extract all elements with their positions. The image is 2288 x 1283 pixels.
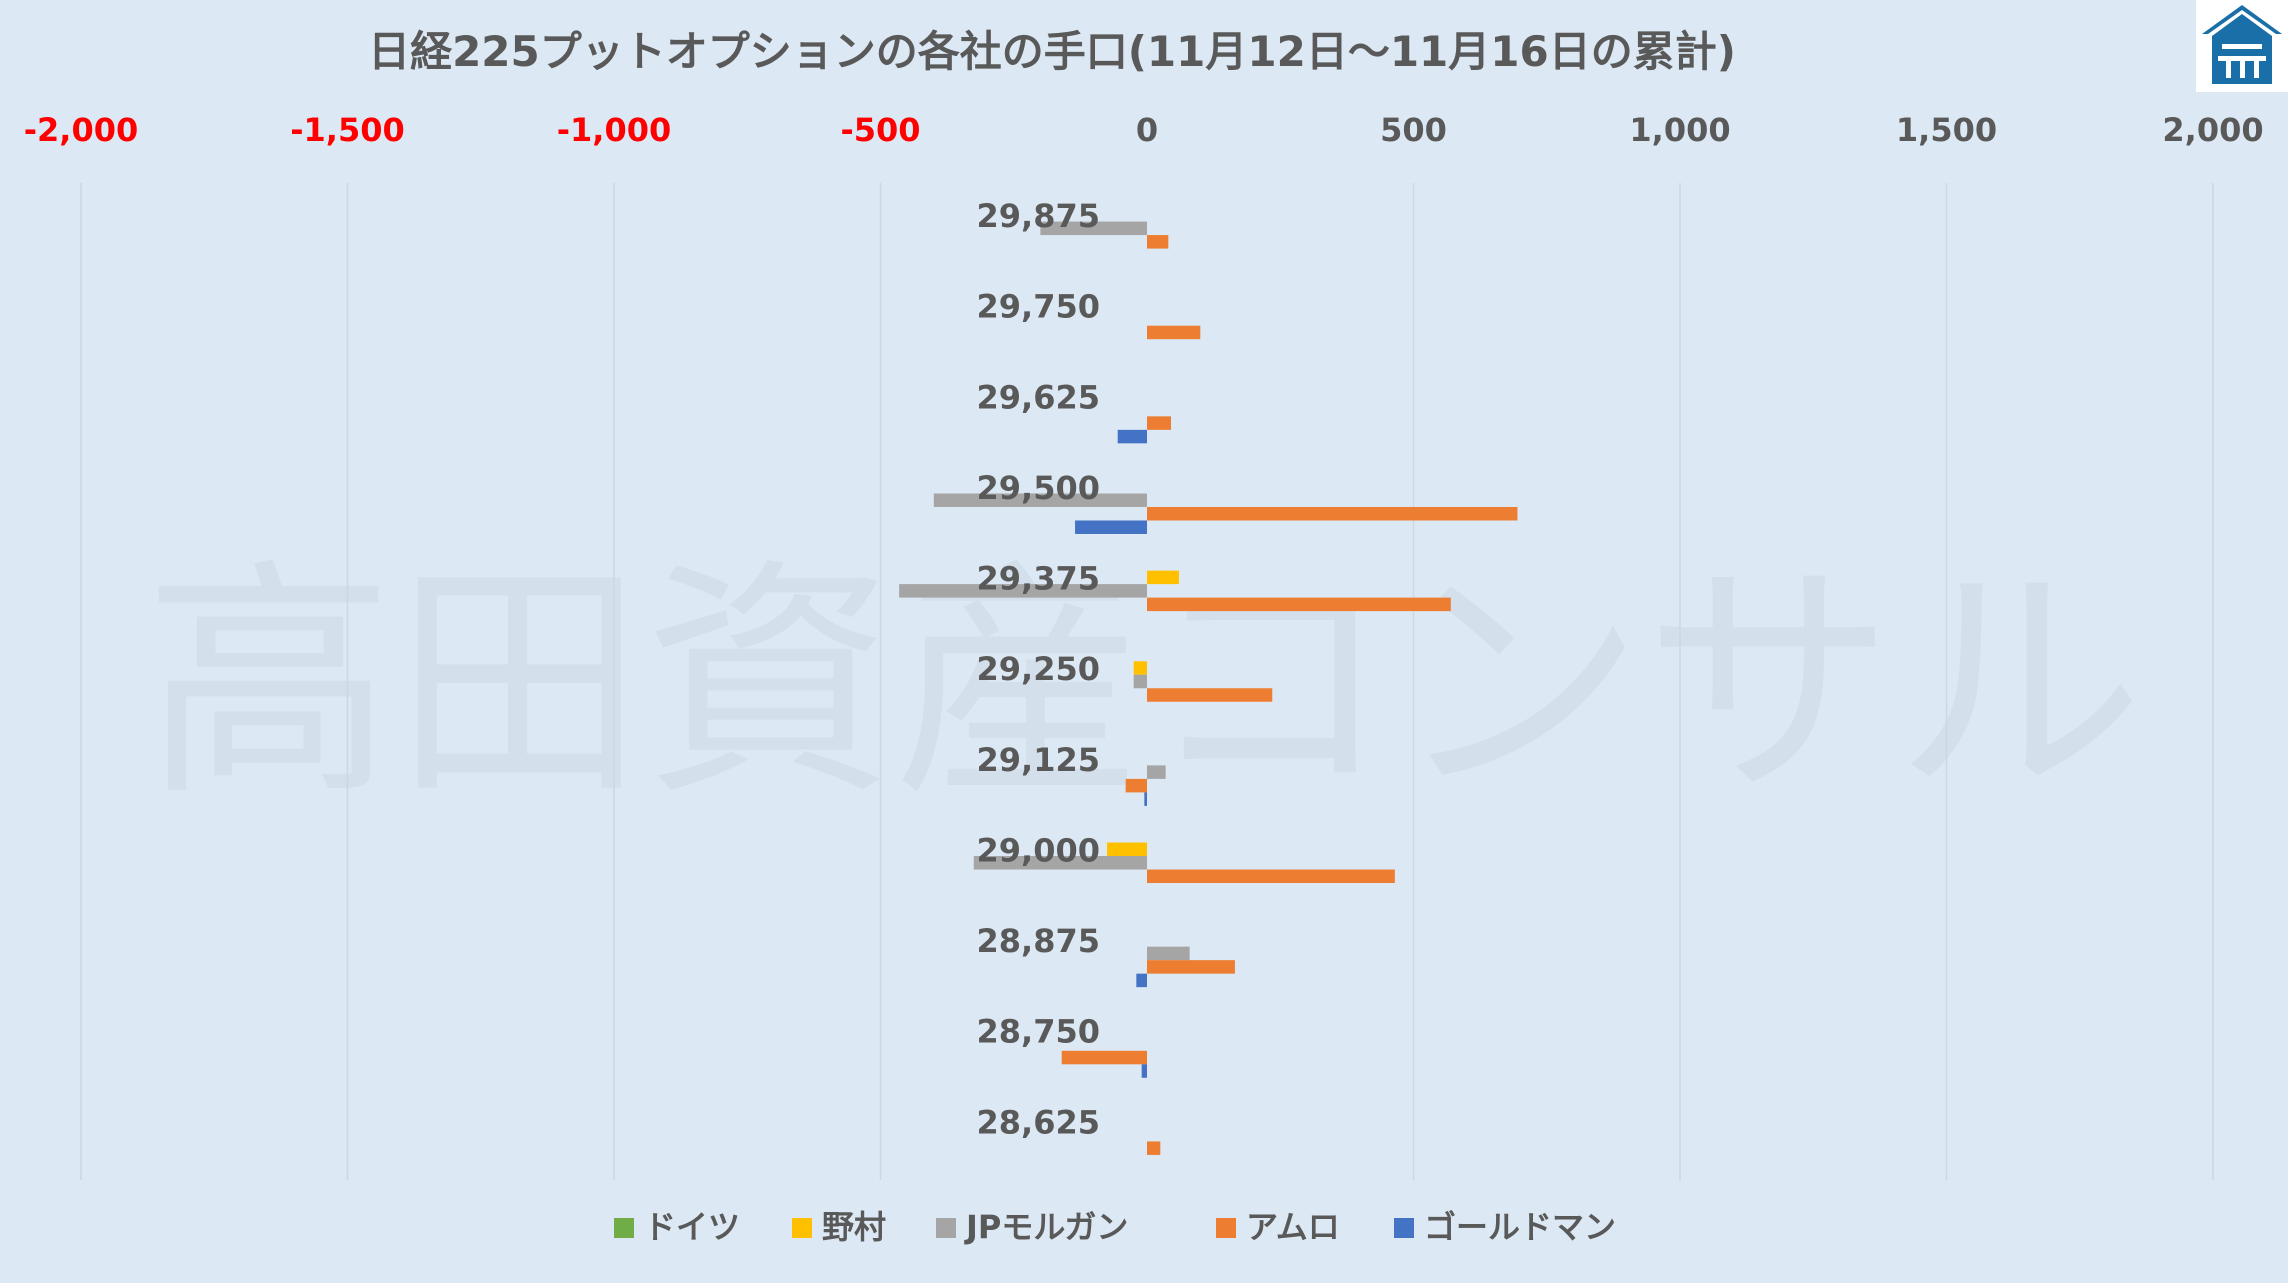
bar — [1147, 597, 1451, 612]
x-tick-label: -2,000 — [24, 111, 139, 149]
bar — [1125, 778, 1147, 793]
legend-label: ゴールドマン — [1424, 1208, 1616, 1246]
bar — [1147, 506, 1518, 521]
legend-swatch — [936, 1218, 956, 1238]
bar — [1061, 1050, 1147, 1065]
bar — [1147, 869, 1395, 884]
category-label: 29,500 — [977, 469, 1100, 507]
x-tick-label: -1,500 — [290, 111, 405, 149]
bar — [1147, 325, 1201, 340]
legend-swatch — [614, 1218, 634, 1238]
category-label: 29,125 — [977, 741, 1100, 779]
company-logo-icon — [2196, 0, 2288, 92]
x-tick-label: -500 — [840, 111, 920, 149]
category-label: 28,875 — [977, 922, 1100, 960]
bar — [1144, 792, 1147, 806]
x-tick-label: 1,500 — [1896, 111, 1997, 149]
bar — [1147, 946, 1190, 961]
category-label: 29,875 — [977, 197, 1100, 235]
category-label: 29,000 — [977, 831, 1100, 869]
category-label: 29,625 — [977, 378, 1100, 416]
bar — [1147, 1141, 1161, 1155]
bar — [1133, 661, 1147, 675]
category-label: 29,375 — [977, 560, 1100, 598]
bar — [933, 493, 1147, 507]
chart-title: 日経225プットオプションの各社の手口(11月12日～11月16日の累計) — [368, 27, 1736, 76]
category-label: 29,250 — [977, 650, 1100, 688]
category-label: 29,750 — [977, 288, 1100, 326]
legend-swatch — [1394, 1218, 1414, 1238]
x-tick-label: 1,000 — [1629, 111, 1730, 149]
bar — [1147, 416, 1171, 430]
bar — [1117, 429, 1147, 444]
x-tick-label: 500 — [1380, 111, 1447, 149]
bar — [1147, 570, 1179, 585]
legend-label: アムロ — [1246, 1208, 1340, 1246]
bar — [1075, 520, 1147, 534]
bar — [1136, 973, 1147, 988]
category-label: 28,625 — [977, 1103, 1100, 1141]
bar — [1147, 688, 1273, 702]
legend-label: 野村 — [822, 1208, 886, 1246]
bar — [1141, 1064, 1147, 1078]
category-label: 28,750 — [977, 1013, 1100, 1051]
legend-swatch — [1216, 1218, 1236, 1238]
x-tick-label: 0 — [1136, 111, 1158, 149]
bar — [1147, 960, 1235, 974]
bar — [1147, 765, 1166, 779]
bar — [1107, 842, 1147, 857]
legend-label: JPモルガン — [964, 1208, 1128, 1246]
bar — [899, 584, 1147, 598]
x-tick-label: 2,000 — [2162, 111, 2263, 149]
x-tick-label: -1,000 — [557, 111, 672, 149]
bar — [1133, 674, 1147, 689]
bar — [1147, 235, 1169, 249]
legend-swatch — [792, 1218, 812, 1238]
bar — [1040, 221, 1147, 236]
legend-label: ドイツ — [644, 1208, 740, 1246]
bar — [973, 856, 1147, 870]
